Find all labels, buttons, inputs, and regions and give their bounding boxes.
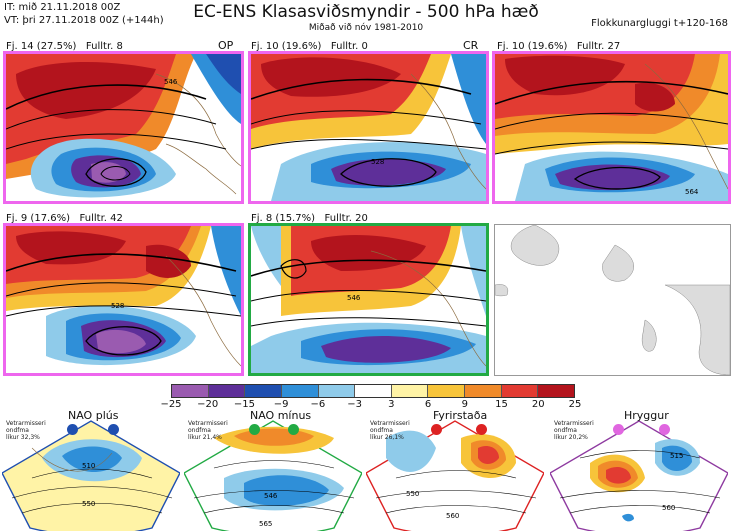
regime-3-label-b: 560 bbox=[446, 512, 459, 520]
colorbar-tick-label: 25 bbox=[568, 399, 582, 410]
regime-1-dot-left bbox=[67, 424, 78, 435]
regime-map-nao-minus: 546 565 bbox=[184, 420, 362, 531]
cluster-4-label: Fj. 9 (17.6%) Fulltr. 42 bbox=[6, 213, 123, 224]
regime-4-label-b: 560 bbox=[662, 504, 675, 512]
regime-3-note: Vetrarmisseri ondfma líkur 26,1% bbox=[370, 420, 410, 441]
regime-4-note: Vetrarmisseri ondfma líkur 20,2% bbox=[554, 420, 594, 441]
regime-2-dot-right bbox=[288, 424, 299, 435]
cluster-map-3[interactable]: 564 bbox=[492, 51, 731, 204]
cluster-map-5[interactable]: 546 bbox=[248, 223, 489, 376]
cluster-2-label: Fj. 10 (19.6%) Fulltr. 0 bbox=[251, 41, 368, 52]
page-title: EC-ENS Klasasviðsmyndir - 500 hPa hæð bbox=[193, 2, 539, 22]
regime-2-label-b: 565 bbox=[259, 520, 272, 528]
colorbar-tick-label: 9 bbox=[461, 399, 468, 410]
regime-1-title: NAO plús bbox=[68, 409, 119, 422]
colorbar bbox=[171, 384, 575, 398]
svg-text:564: 564 bbox=[685, 188, 699, 196]
regime-map-fyrirstada: 550 560 bbox=[366, 420, 544, 531]
colorbar-segment bbox=[428, 385, 466, 397]
regime-4-label-a: 515 bbox=[670, 452, 683, 460]
regime-map-nao-plus: 510 550 bbox=[2, 420, 180, 531]
colorbar-tick-label: −20 bbox=[197, 399, 219, 410]
colorbar-tick-label: −6 bbox=[310, 399, 326, 410]
svg-text:546: 546 bbox=[347, 294, 361, 302]
colorbar-segment bbox=[465, 385, 502, 397]
cluster-map-1[interactable]: 546 bbox=[3, 51, 244, 204]
colorbar-segment bbox=[538, 385, 575, 397]
colorbar-tick-label: −15 bbox=[233, 399, 256, 410]
regime-4-dot-left bbox=[613, 424, 624, 435]
regime-2-label-a: 546 bbox=[264, 492, 278, 500]
colorbar-segment bbox=[281, 385, 319, 397]
regime-1-label-a: 510 bbox=[82, 462, 95, 470]
colorbar-segment bbox=[318, 385, 356, 397]
cluster-map-4[interactable]: 528 bbox=[3, 223, 244, 376]
valid-time: VT: þri 27.11.2018 00Z (+144h) bbox=[4, 15, 164, 26]
cluster-1-tag: OP bbox=[218, 39, 234, 52]
regime-1-dot-right bbox=[108, 424, 119, 435]
colorbar-segment bbox=[208, 385, 246, 397]
colorbar-segment bbox=[245, 385, 282, 397]
colorbar-tick-label: 6 bbox=[424, 399, 432, 410]
svg-text:528: 528 bbox=[371, 158, 384, 166]
colorbar-segment bbox=[172, 385, 209, 397]
colorbar-tick-label: −25 bbox=[160, 399, 182, 410]
cluster-5-label: Fj. 8 (15.7%) Fulltr. 20 bbox=[251, 213, 368, 224]
colorbar-tick-label: −3 bbox=[347, 399, 362, 410]
colorbar-tick-label: 20 bbox=[531, 399, 545, 410]
colorbar-tick-label: 15 bbox=[495, 399, 508, 410]
regime-4-title: Hryggur bbox=[624, 409, 669, 422]
cluster-3-label: Fj. 10 (19.6%) Fulltr. 27 bbox=[497, 41, 621, 52]
colorbar-segment bbox=[391, 385, 429, 397]
regime-1-note: Vetrarmisseri ondfma líkur 32,3% bbox=[6, 420, 46, 441]
colorbar-segment bbox=[355, 385, 392, 397]
regime-3-dot-right bbox=[476, 424, 487, 435]
classification-window: Flokkunargluggi t+120-168 bbox=[591, 18, 728, 29]
svg-text:528: 528 bbox=[111, 302, 124, 310]
regime-2-note: Vetrarmisseri ondfma líkur 21,4% bbox=[188, 420, 228, 441]
regime-2-title: NAO mínus bbox=[250, 409, 312, 422]
page-subtitle: Miðað við nóv 1981-2010 bbox=[308, 23, 424, 33]
cluster-1-label: Fj. 14 (27.5%) Fulltr. 8 bbox=[6, 41, 123, 52]
colorbar-tick-label: 3 bbox=[388, 399, 395, 410]
regime-map-hryggur: 515 560 bbox=[550, 420, 728, 531]
regime-1-label-b: 550 bbox=[82, 500, 95, 508]
svg-text:546: 546 bbox=[164, 78, 178, 86]
colorbar-tick-label: −9 bbox=[273, 399, 289, 410]
regime-3-label-a: 550 bbox=[406, 490, 419, 498]
regime-3-title: Fyrirstaða bbox=[433, 409, 488, 422]
colorbar-segment bbox=[501, 385, 539, 397]
regime-3-dot-left bbox=[431, 424, 442, 435]
regime-2-dot-left bbox=[249, 424, 260, 435]
cluster-map-2[interactable]: 528 bbox=[248, 51, 489, 204]
empty-map-panel bbox=[494, 224, 731, 376]
regime-4-dot-right bbox=[659, 424, 670, 435]
regimes-strip: 510 550 NAO plús Vetrarmisseri ondfma lí… bbox=[0, 410, 732, 531]
cluster-2-tag: CR bbox=[463, 39, 479, 52]
init-time: IT: mið 21.11.2018 00Z bbox=[4, 2, 121, 13]
